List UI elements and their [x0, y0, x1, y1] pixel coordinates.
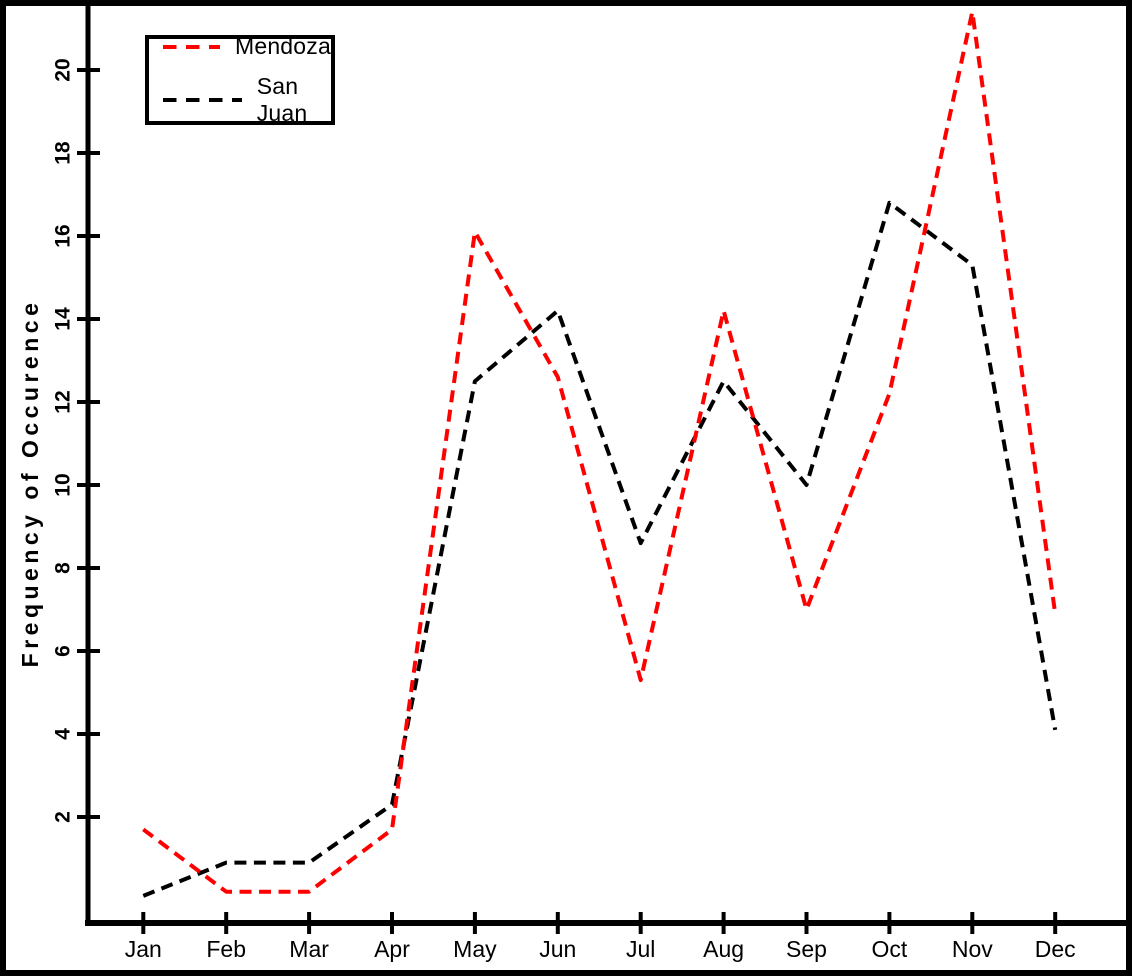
mendoza-dash-swatch-icon — [163, 44, 220, 49]
legend-item-san-juan: San Juan — [162, 73, 331, 127]
y-tick-label: 8 — [52, 562, 75, 574]
x-tick-label: May — [453, 936, 497, 962]
y-tick-label: 12 — [52, 390, 75, 413]
x-tick-label: Sep — [786, 936, 827, 962]
x-tick-label: Apr — [374, 936, 410, 962]
y-tick-label: 18 — [52, 141, 75, 165]
series-line-mendoza — [142, 9, 1058, 894]
legend-item-mendoza: Mendoza — [162, 33, 331, 60]
y-tick-label: 20 — [52, 58, 75, 81]
y-tick-label: 16 — [52, 224, 75, 247]
x-tick-label: Mar — [289, 936, 329, 962]
y-tick-label: 10 — [52, 473, 75, 496]
x-tick-label: Feb — [206, 936, 246, 962]
x-tick-label: Dec — [1035, 936, 1076, 962]
y-tick-label: 6 — [52, 645, 75, 657]
y-tick-label: 4 — [52, 728, 75, 740]
series-line-san-juan — [142, 200, 1058, 898]
legend-label-san-juan: San Juan — [256, 73, 308, 126]
x-tick-label: Jun — [539, 936, 576, 962]
legend-label-mendoza: Mendoza — [234, 33, 331, 59]
y-tick-label: 2 — [52, 811, 75, 823]
x-tick-label: Jan — [125, 936, 162, 962]
y-tick-label: 14 — [52, 307, 75, 331]
x-tick-label: Nov — [952, 936, 993, 962]
y-axis-title: Frequency of Occurence — [17, 299, 43, 668]
x-tick-label: Oct — [872, 936, 908, 962]
san-juan-dash-swatch-icon — [163, 98, 242, 102]
x-tick-label: Aug — [703, 936, 744, 962]
legend: Mendoza San Juan — [145, 33, 335, 127]
y-axis: 2 4 6 8 10 12 14 16 18 20 — [52, 3, 100, 926]
x-tick-label: Jul — [626, 936, 655, 962]
x-axis: Jan Feb Mar Apr May Jun Jul Aug Sep Oct Nov Dec — [85, 912, 1126, 962]
